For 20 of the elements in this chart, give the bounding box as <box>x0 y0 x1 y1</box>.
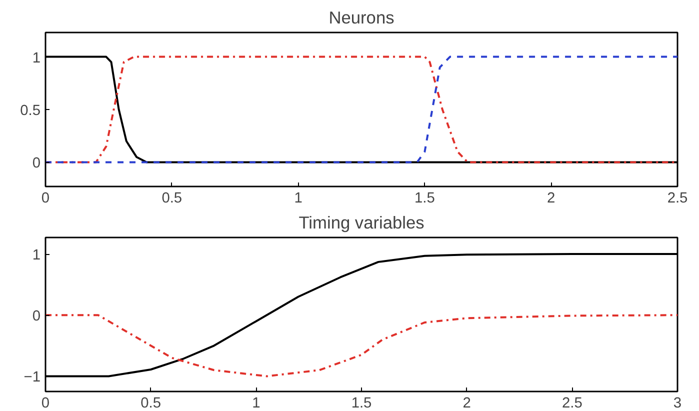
y-tick-label: 1 <box>32 248 41 264</box>
x-tick-label: 0.5 <box>140 396 162 411</box>
x-tick-label: 0.5 <box>162 190 182 206</box>
x-tick-label: 2.5 <box>562 396 582 411</box>
y-tick-label: 0.5 <box>20 103 40 119</box>
y-tick-label: 0 <box>32 156 41 172</box>
chart-title: Neurons <box>328 8 395 28</box>
x-tick-label: 1 <box>252 396 260 411</box>
x-tick-label: 2 <box>547 190 556 206</box>
x-tick-label: 3 <box>673 396 682 411</box>
y-tick-label: 1 <box>32 50 41 66</box>
line-series <box>46 314 678 378</box>
x-tick-label: 2 <box>462 396 471 411</box>
chart-title: Timing variables <box>298 212 425 232</box>
x-tick-label: 1 <box>294 190 302 206</box>
y-tick-label: −1 <box>24 370 41 386</box>
x-tick-label: 2.5 <box>667 190 688 206</box>
x-tick-label: 1.5 <box>414 190 435 206</box>
x-tick-label: 1.5 <box>351 396 372 411</box>
y-tick-label: 0 <box>32 308 41 325</box>
